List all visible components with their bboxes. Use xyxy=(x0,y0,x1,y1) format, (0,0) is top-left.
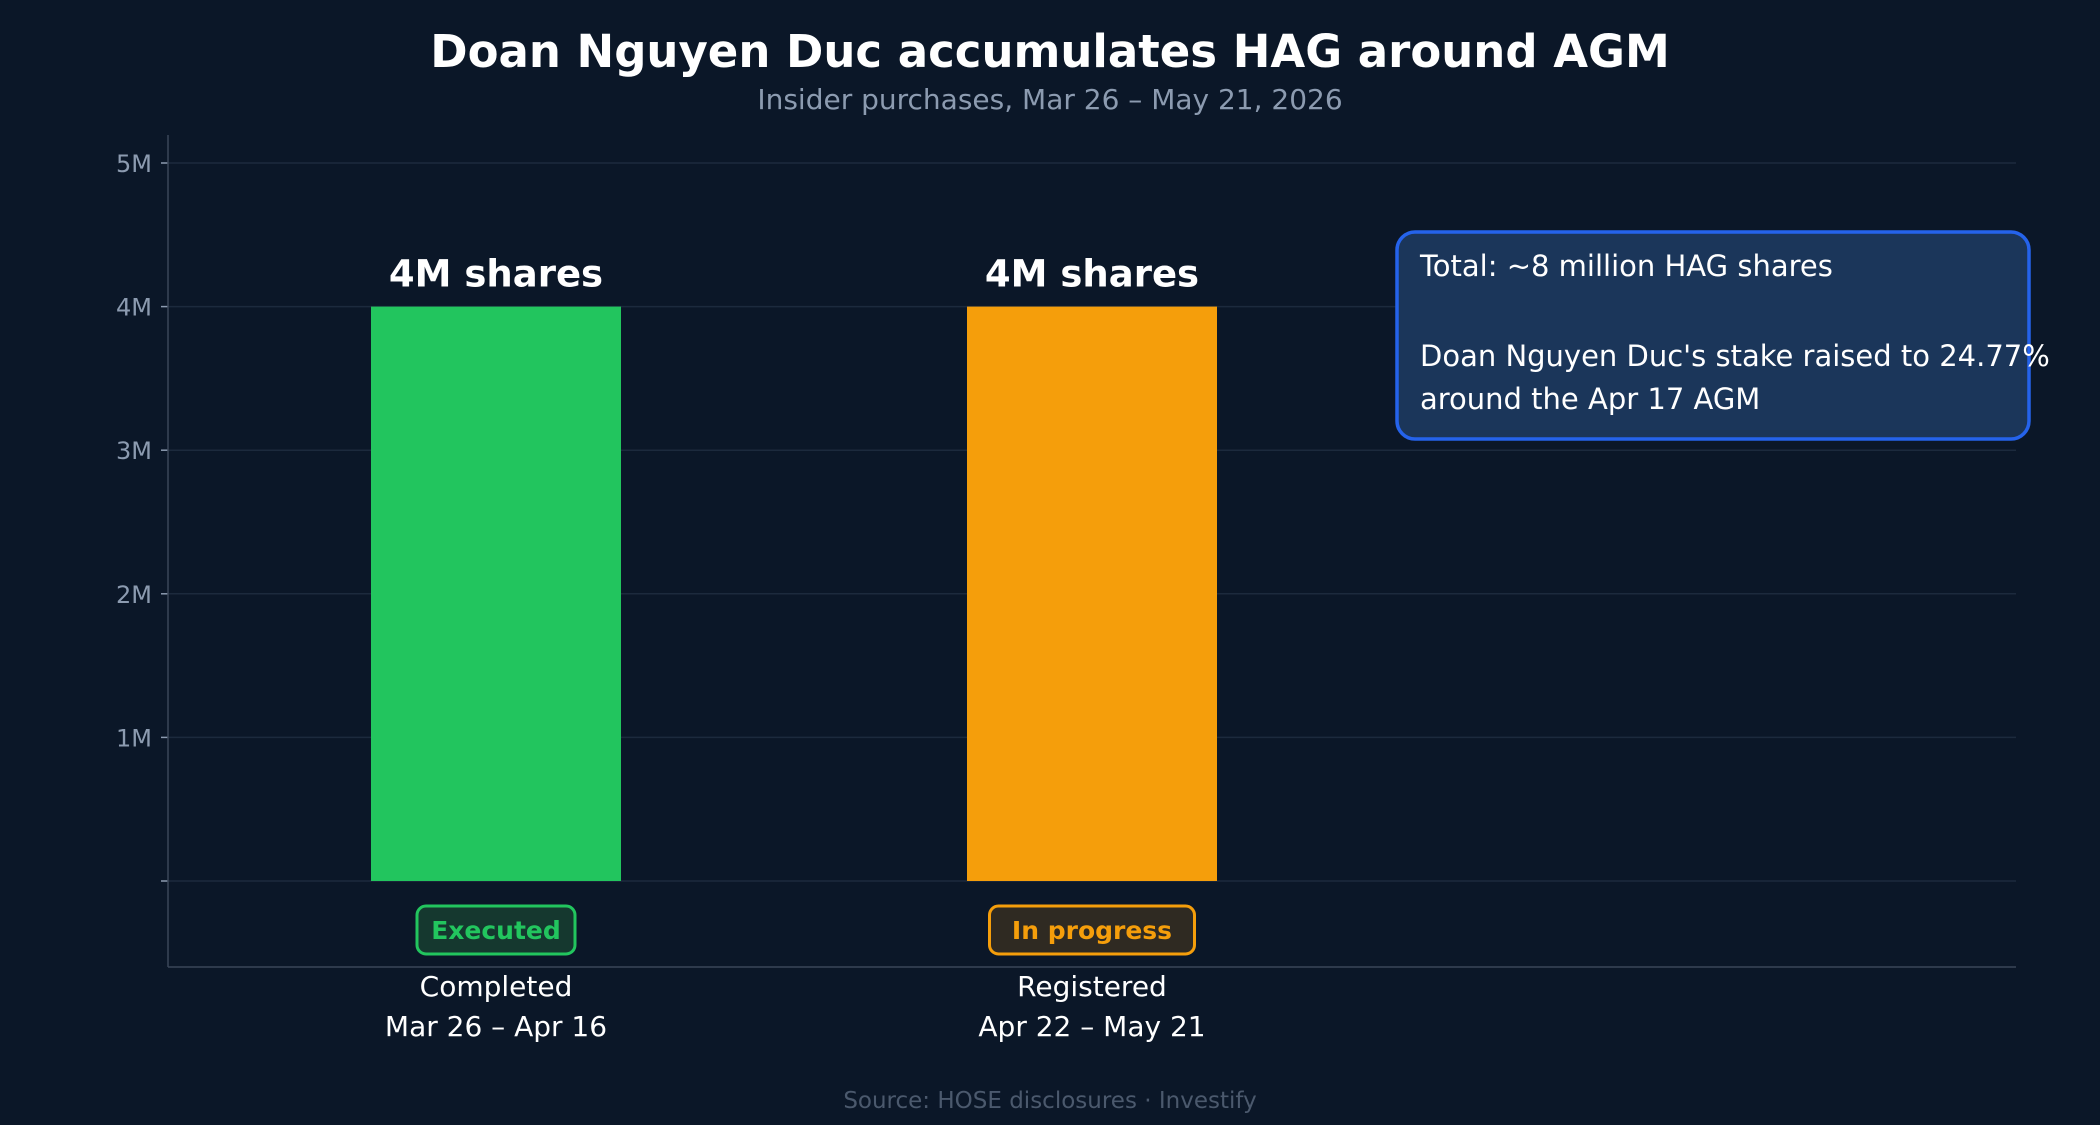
y-tick-label: 3M xyxy=(116,437,152,465)
y-tick-label: 1M xyxy=(116,724,152,752)
annotation-total-text: Total: ~8 million HAG shares xyxy=(1419,249,1833,283)
category-label: Registered xyxy=(1017,970,1167,1003)
category-label: Completed xyxy=(420,970,573,1003)
category-date-range: Mar 26 – Apr 16 xyxy=(385,1010,607,1043)
bar-layer: 4M shares Executed Completed Mar 26 – Apr 1… xyxy=(371,253,1217,1043)
status-badge xyxy=(415,904,577,956)
category-date-range: Apr 22 – May 21 xyxy=(978,1010,1205,1043)
chart-subtitle: Insider purchases, Mar 26 – May 21, 2026 xyxy=(757,83,1342,116)
bar xyxy=(967,306,1217,882)
bar-group: 4M shares In progress Registered Apr 22 – M… xyxy=(967,253,1217,1043)
bar-value-label: 4M shares xyxy=(389,253,603,296)
status-badge-text: In progress xyxy=(1012,916,1172,945)
status-badge-text: Executed xyxy=(431,916,561,945)
bar-value-label: 4M shares xyxy=(985,253,1199,296)
bar xyxy=(371,306,621,882)
y-tick-label: 2M xyxy=(116,581,152,609)
y-tick-label: 4M xyxy=(116,294,152,322)
annotation-stake-text: Doan Nguyen Duc's stake raised to 24.77% xyxy=(1420,339,2050,373)
annotation-box-rect xyxy=(1395,230,2031,441)
chart-title: Doan Nguyen Duc accumulates HAG around A… xyxy=(430,25,1670,78)
status-badge xyxy=(988,904,1196,956)
bar-group: 4M shares Executed Completed Mar 26 – Apr 1… xyxy=(371,253,621,1043)
y-tick-label: 5M xyxy=(116,150,152,178)
axis-layer: 1M 2M 3M 4M 5M xyxy=(116,135,2016,968)
source-note: Source: HOSE disclosures · Investify xyxy=(843,1088,1256,1114)
annotation-box: Total: ~8 million HAG shares Doan Nguyen… xyxy=(1395,230,2050,441)
annotation-agm-text: around the Apr 17 AGM xyxy=(1420,382,1760,416)
